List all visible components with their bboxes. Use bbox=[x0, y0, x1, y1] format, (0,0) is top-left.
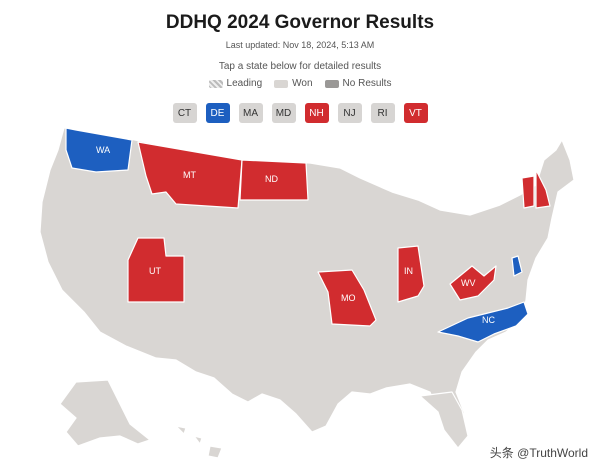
no-results-swatch-icon bbox=[324, 79, 339, 88]
continental-us-base bbox=[39, 127, 575, 433]
state-wv[interactable] bbox=[449, 265, 497, 301]
state-hi bbox=[175, 425, 223, 459]
state-button-nj[interactable]: NJ bbox=[337, 103, 362, 123]
legend-no-results: No Results bbox=[324, 78, 392, 89]
state-nh[interactable] bbox=[535, 169, 551, 209]
state-in[interactable] bbox=[397, 245, 425, 303]
watermark: 头条 @TruthWorld bbox=[489, 446, 588, 460]
legend-won: Won bbox=[274, 78, 313, 89]
won-swatch-icon bbox=[274, 79, 289, 88]
state-wa[interactable] bbox=[65, 127, 133, 173]
map-label-wa: WA bbox=[96, 145, 110, 155]
state-button-ct[interactable]: CT bbox=[172, 103, 197, 123]
state-fl bbox=[419, 391, 469, 449]
state-nd[interactable] bbox=[239, 159, 309, 201]
leading-swatch-icon bbox=[208, 79, 223, 88]
state-vt[interactable] bbox=[521, 175, 535, 209]
page-title: DDHQ 2024 Governor Results bbox=[165, 12, 435, 33]
state-button-de[interactable]: DE bbox=[205, 103, 230, 123]
state-ak bbox=[59, 379, 151, 447]
last-updated-text: Last updated: Nov 18, 2024, 5:13 AM bbox=[225, 40, 375, 50]
state-button-nh[interactable]: NH bbox=[304, 103, 329, 123]
state-nc[interactable] bbox=[437, 301, 529, 343]
map-label-nd: ND bbox=[265, 174, 278, 184]
map-label-mo: MO bbox=[341, 293, 356, 303]
legend-no-results-label: No Results bbox=[342, 78, 392, 89]
map-label-nc: NC bbox=[482, 315, 495, 325]
state-button-md[interactable]: MD bbox=[271, 103, 296, 123]
map-label-in: IN bbox=[404, 266, 413, 276]
state-button-ma[interactable]: MA bbox=[238, 103, 263, 123]
state-button-vt[interactable]: VT bbox=[403, 103, 428, 123]
instruction-text: Tap a state below for detailed results bbox=[218, 61, 382, 72]
legend-won-label: Won bbox=[292, 78, 313, 89]
state-button-row: CT DE MA MD NH NJ RI VT bbox=[0, 103, 600, 123]
legend-leading-label: Leading bbox=[226, 78, 263, 89]
map-label-mt: MT bbox=[183, 170, 196, 180]
state-button-ri[interactable]: RI bbox=[370, 103, 395, 123]
map-label-ut: UT bbox=[149, 266, 161, 276]
state-ut[interactable] bbox=[127, 237, 185, 303]
state-mo[interactable] bbox=[317, 269, 377, 327]
legend: Leading Won No Results bbox=[0, 78, 600, 89]
legend-leading: Leading bbox=[208, 78, 263, 89]
map-label-wv: WV bbox=[461, 278, 476, 288]
state-de[interactable] bbox=[511, 255, 523, 277]
